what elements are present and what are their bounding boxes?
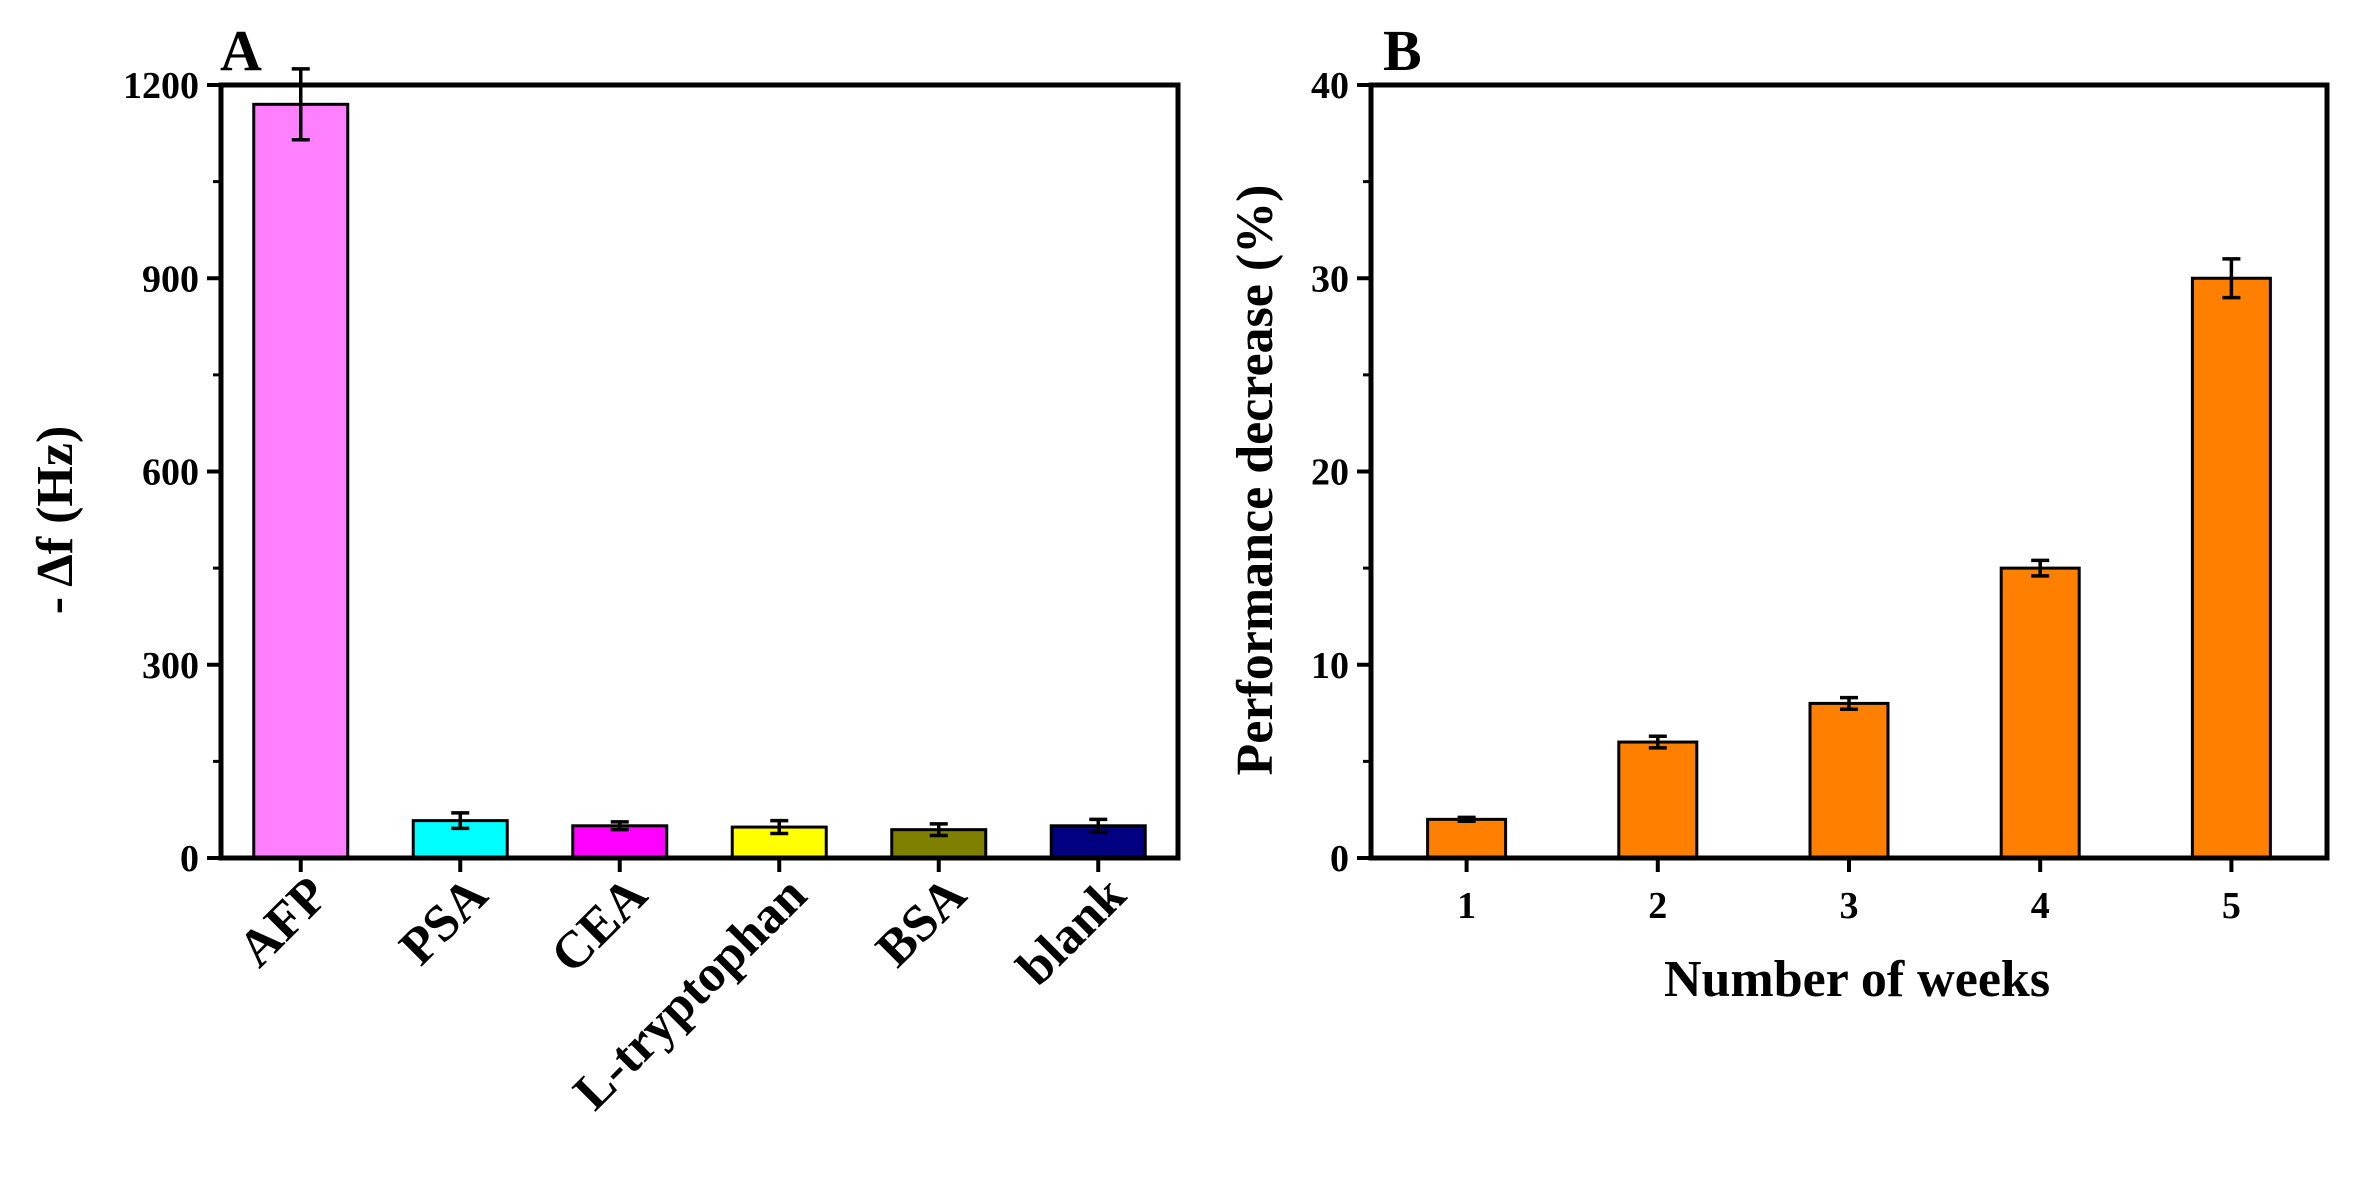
bar-PSA [411, 819, 509, 860]
bar-3 [1808, 701, 1890, 860]
x-tick-label: BSA [865, 866, 977, 978]
y-tick-label: 0 [1330, 838, 1349, 880]
y-tick-label: 900 [142, 258, 199, 300]
bar-5 [2190, 276, 2272, 860]
bar-AFP [252, 102, 350, 860]
chart-panel-b: B Performance decrease (%) Number of wee… [1227, 18, 2330, 1008]
y-tick-label: 30 [1311, 258, 1349, 300]
y-tick-label: 300 [142, 645, 199, 687]
bar-CEA [571, 824, 669, 860]
plot-frame-b [1368, 82, 2330, 861]
plot-frame-a [218, 82, 1181, 861]
y-tick-label: 20 [1311, 452, 1349, 494]
panel-label-a: A [220, 18, 262, 83]
chart-marks-b: 0 10 20 30 40 1 2 3 4 5 [1311, 65, 2272, 927]
x-tick-label: blank [1006, 866, 1136, 996]
y-axis-label-b: Performance decrease (%) [1227, 185, 1284, 776]
x-tick-label: 2 [1648, 885, 1667, 927]
y-tick-label: 1200 [123, 65, 199, 107]
x-tick-label: PSA [389, 866, 499, 976]
x-tick-label: 5 [2222, 885, 2241, 927]
bar-1 [1426, 817, 1508, 860]
y-tick-label: 10 [1311, 645, 1349, 687]
bar-2 [1617, 740, 1699, 860]
y-axis-label-a: - Δf (Hz) [27, 426, 84, 615]
x-axis-label-b: Number of weeks [1664, 951, 2050, 1008]
bar-4 [1999, 566, 2081, 860]
x-tick-label: 3 [1840, 885, 1859, 927]
y-tick-label: 40 [1311, 65, 1349, 107]
x-tick-label: AFP [227, 866, 339, 978]
panel-label-b: B [1383, 18, 1422, 83]
x-tick-label: 1 [1457, 885, 1476, 927]
x-tick-label: 4 [2031, 885, 2050, 927]
y-tick-label: 0 [180, 838, 199, 880]
x-tick-label: CEA [540, 866, 658, 984]
y-tick-label: 600 [142, 452, 199, 494]
